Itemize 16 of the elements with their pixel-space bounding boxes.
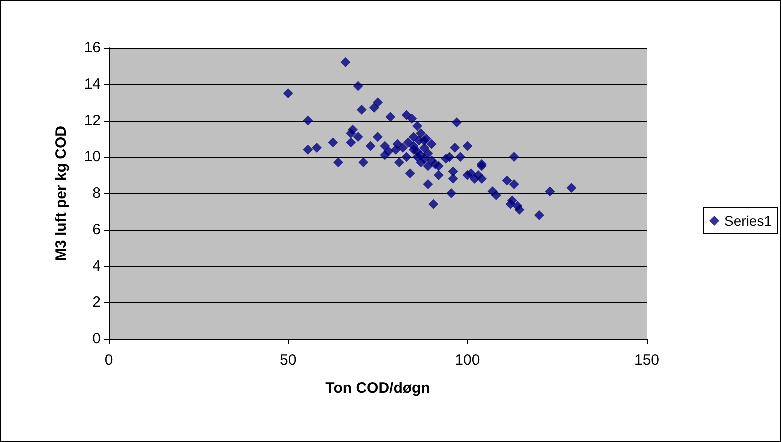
y-tick-label: 8 bbox=[92, 185, 101, 202]
y-tick-label: 2 bbox=[92, 294, 101, 312]
y-tick-label: 0 bbox=[92, 330, 101, 348]
y-tick-label: 14 bbox=[84, 76, 101, 93]
legend-label: Series1 bbox=[724, 213, 772, 229]
y-tick-label: 16 bbox=[84, 40, 101, 56]
y-tick-label: 12 bbox=[84, 112, 101, 130]
x-tick-label: 50 bbox=[280, 352, 297, 369]
x-tick-label: 0 bbox=[104, 352, 114, 369]
y-tick-label: 6 bbox=[92, 221, 101, 238]
x-tick-label: 100 bbox=[455, 352, 480, 369]
y-tick-label: 10 bbox=[84, 148, 101, 166]
y-tick-label: 4 bbox=[92, 258, 101, 275]
x-tick-label: 150 bbox=[634, 352, 660, 369]
x-axis-title: Ton COD/døgn bbox=[326, 380, 430, 397]
y-axis-title: M3 luft per kg COD bbox=[53, 126, 70, 262]
